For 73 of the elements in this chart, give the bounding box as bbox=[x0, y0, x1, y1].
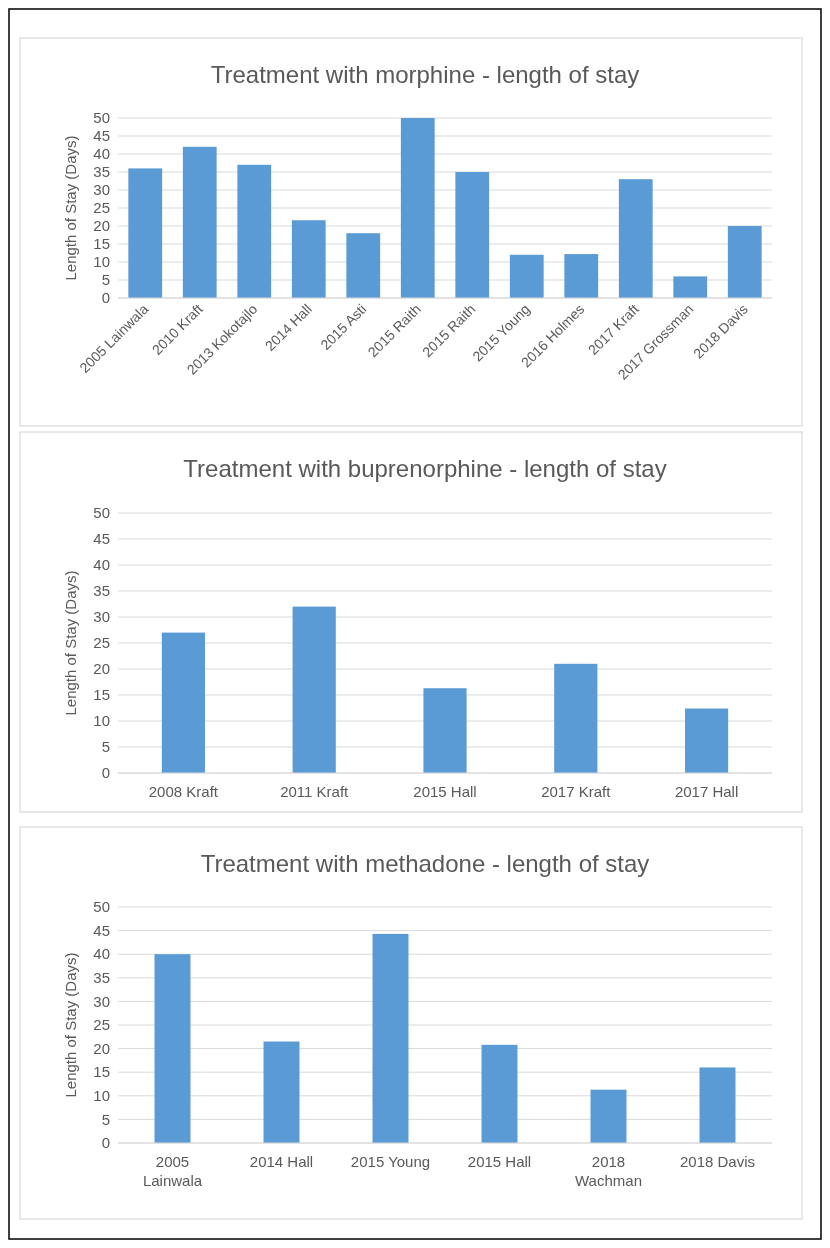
bar bbox=[455, 172, 490, 298]
x-tick-label: 2018 Davis bbox=[679, 1153, 756, 1170]
bar bbox=[423, 688, 467, 773]
y-tick-label: 5 bbox=[101, 1110, 110, 1128]
bar bbox=[699, 1067, 736, 1143]
y-tick-label: 20 bbox=[93, 1039, 110, 1057]
y-tick-label: 15 bbox=[93, 235, 110, 253]
y-tick-label: 50 bbox=[93, 504, 110, 522]
y-tick-label: 15 bbox=[93, 686, 110, 704]
y-tick-label: 5 bbox=[101, 738, 110, 756]
x-tick-label: 2005 Lainwala bbox=[142, 1153, 203, 1189]
bar bbox=[618, 179, 653, 298]
y-tick-label: 0 bbox=[101, 1134, 110, 1152]
x-tick-label: 2008 Kraft bbox=[148, 783, 219, 800]
bar bbox=[263, 1041, 300, 1143]
y-tick-label: 35 bbox=[93, 969, 110, 987]
y-tick-label: 10 bbox=[93, 253, 110, 271]
y-tick-label: 40 bbox=[93, 945, 110, 963]
y-tick-label: 45 bbox=[93, 530, 110, 548]
y-tick-label: 50 bbox=[93, 109, 110, 127]
x-tick-label: 2015 Hall bbox=[413, 783, 477, 800]
y-tick-label: 10 bbox=[93, 1087, 110, 1105]
y-tick-label: 0 bbox=[101, 764, 110, 782]
y-tick-label: 20 bbox=[93, 660, 110, 678]
bar bbox=[554, 663, 598, 773]
y-tick-label: 35 bbox=[93, 163, 110, 181]
y-axis-title: Length of Stay (Days) bbox=[62, 952, 79, 1098]
y-tick-label: 5 bbox=[101, 271, 110, 289]
y-tick-label: 25 bbox=[93, 1016, 110, 1034]
y-tick-label: 45 bbox=[93, 921, 110, 939]
y-tick-label: 15 bbox=[93, 1063, 110, 1081]
y-tick-label: 30 bbox=[93, 608, 110, 626]
bar bbox=[237, 164, 272, 298]
y-tick-label: 40 bbox=[93, 556, 110, 574]
bar bbox=[685, 708, 729, 773]
x-tick-label: 2017 Hall bbox=[674, 783, 739, 800]
y-tick-label: 0 bbox=[101, 289, 110, 307]
bar bbox=[673, 276, 708, 298]
y-axis-title: Length of Stay (Days) bbox=[62, 135, 79, 281]
bar bbox=[291, 220, 326, 298]
chart-title: Treatment with methadone - length of stay bbox=[200, 850, 650, 877]
chart-title: Treatment with buprenorphine - length of stay bbox=[183, 455, 667, 482]
x-tick-label: 2018 Wachman bbox=[575, 1153, 642, 1189]
bar bbox=[564, 254, 599, 298]
y-tick-label: 40 bbox=[93, 145, 110, 163]
y-tick-label: 30 bbox=[93, 181, 110, 199]
bar bbox=[182, 146, 217, 298]
y-axis-title: Length of Stay (Days) bbox=[62, 570, 79, 716]
x-tick-label: 2015 Hall bbox=[467, 1153, 532, 1170]
bar bbox=[161, 632, 205, 773]
bar bbox=[727, 226, 762, 298]
y-tick-label: 30 bbox=[93, 992, 110, 1010]
y-tick-label: 20 bbox=[93, 217, 110, 235]
bar bbox=[400, 118, 435, 298]
y-tick-label: 25 bbox=[93, 199, 110, 217]
y-tick-label: 10 bbox=[93, 712, 110, 730]
bar bbox=[590, 1089, 627, 1143]
x-tick-label: 2014 Hall bbox=[249, 1153, 314, 1170]
bar bbox=[292, 606, 336, 773]
bar bbox=[509, 254, 544, 298]
x-tick-label: 2011 Kraft bbox=[280, 783, 350, 800]
y-tick-label: 45 bbox=[93, 127, 110, 145]
y-tick-label: 50 bbox=[93, 898, 110, 916]
bar bbox=[154, 954, 191, 1143]
x-tick-label: 2017 Kraft bbox=[541, 783, 612, 800]
bar bbox=[346, 233, 381, 298]
bar bbox=[372, 933, 409, 1143]
bar bbox=[481, 1044, 518, 1143]
bar bbox=[128, 168, 163, 298]
chart-title: Treatment with morphine - length of stay bbox=[210, 61, 640, 88]
x-tick-label: 2015 Young bbox=[350, 1153, 431, 1170]
y-tick-label: 25 bbox=[93, 634, 110, 652]
y-tick-label: 35 bbox=[93, 582, 110, 600]
